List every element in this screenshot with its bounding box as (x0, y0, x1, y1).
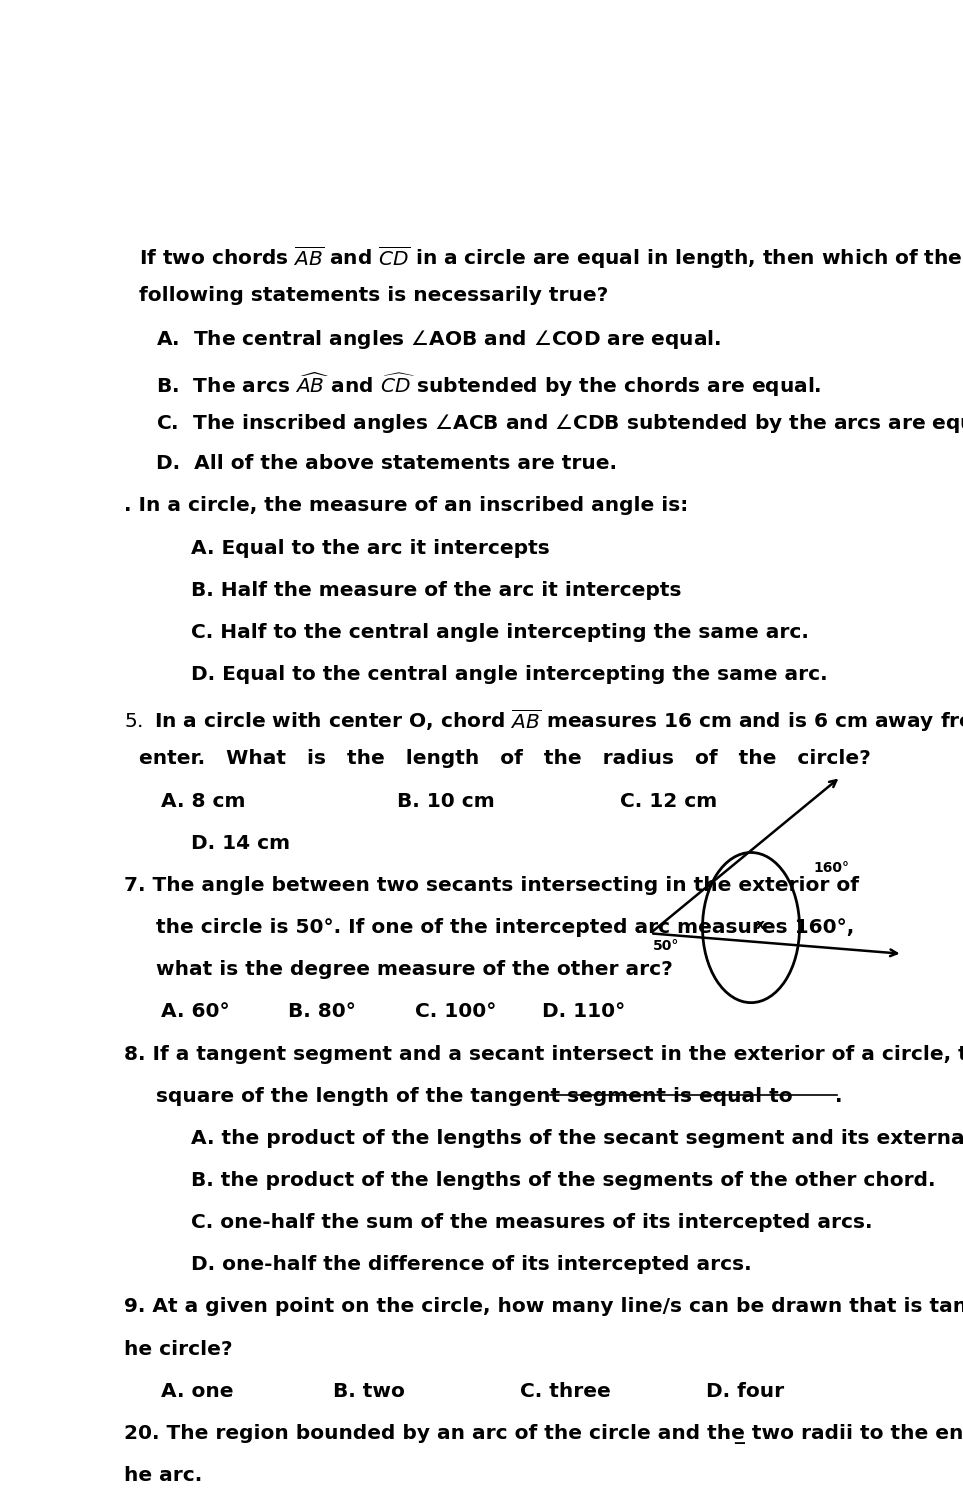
Text: the circle is 50°. If one of the intercepted arc measures 160°,: the circle is 50°. If one of the interce… (156, 918, 854, 938)
Text: 50°: 50° (653, 939, 679, 952)
Text: A. 60°: A. 60° (162, 1002, 230, 1022)
Text: 160°: 160° (813, 861, 849, 874)
Text: C. Half to the central angle intercepting the same arc.: C. Half to the central angle interceptin… (192, 622, 809, 642)
Text: 9. At a given point on the circle, how many line/s can be drawn that is tangent : 9. At a given point on the circle, how m… (124, 1298, 963, 1317)
Text: A. the product of the lengths of the secant segment and its external part.: A. the product of the lengths of the sec… (192, 1130, 963, 1148)
Text: 7. The angle between two secants intersecting in the exterior of: 7. The angle between two secants interse… (124, 876, 859, 896)
Text: If two chords $\overline{AB}$ and $\overline{CD}$ in a circle are equal in lengt: If two chords $\overline{AB}$ and $\over… (139, 243, 963, 270)
Text: D.  All of the above statements are true.: D. All of the above statements are true. (156, 454, 617, 474)
Text: $5.$ In a circle with center O, chord $\overline{AB}$ measures 16 cm and is 6 cm: $5.$ In a circle with center O, chord $\… (124, 708, 963, 734)
Text: D. 110°: D. 110° (542, 1002, 625, 1022)
Text: 8. If a tangent segment and a secant intersect in the exterior of a circle, then: 8. If a tangent segment and a secant int… (124, 1044, 963, 1064)
Text: B. the product of the lengths of the segments of the other chord.: B. the product of the lengths of the seg… (192, 1172, 936, 1190)
Text: B. 10 cm: B. 10 cm (397, 792, 494, 810)
Text: following statements is necessarily true?: following statements is necessarily true… (139, 285, 609, 304)
Text: C. one-half the sum of the measures of its intercepted arcs.: C. one-half the sum of the measures of i… (192, 1214, 872, 1231)
Text: C. three: C. three (520, 1382, 611, 1401)
Text: what is the degree measure of the other arc?: what is the degree measure of the other … (156, 960, 673, 980)
Text: C. 12 cm: C. 12 cm (620, 792, 717, 810)
Text: B.  The arcs $\widehat{AB}$ and $\widehat{CD}$ subtended by the chords are equal: B. The arcs $\widehat{AB}$ and $\widehat… (156, 370, 821, 399)
Text: 20. The region bounded by an arc of the circle and the̲ two radii to the endpoin: 20. The region bounded by an arc of the … (124, 1424, 963, 1444)
Text: A. 8 cm: A. 8 cm (162, 792, 246, 810)
Text: A. Equal to the arc it intercepts: A. Equal to the arc it intercepts (192, 538, 550, 558)
Text: B. two: B. two (333, 1382, 405, 1401)
Text: A.  The central angles $\angle$AOB and $\angle$COD are equal.: A. The central angles $\angle$AOB and $\… (156, 328, 721, 351)
Text: C. 100°: C. 100° (415, 1002, 497, 1022)
Text: D. one-half the difference of its intercepted arcs.: D. one-half the difference of its interc… (192, 1256, 752, 1275)
Text: . In a circle, the measure of an inscribed angle is:: . In a circle, the measure of an inscrib… (124, 496, 689, 516)
Text: C.  The inscribed angles $\angle$ACB and $\angle$CDB subtended by the arcs are e: C. The inscribed angles $\angle$ACB and … (156, 413, 963, 435)
Text: .: . (835, 1086, 843, 1106)
Text: A. one: A. one (162, 1382, 234, 1401)
Text: D. four: D. four (706, 1382, 785, 1401)
Text: D. Equal to the central angle intercepting the same arc.: D. Equal to the central angle intercepti… (192, 664, 828, 684)
Text: x: x (756, 918, 766, 933)
Text: enter.   What   is   the   length   of   the   radius   of   the   circle?: enter. What is the length of the radius … (139, 750, 871, 768)
Text: he arc.: he arc. (124, 1466, 202, 1485)
Text: B. 80°: B. 80° (288, 1002, 356, 1022)
Text: B. Half the measure of the arc it intercepts: B. Half the measure of the arc it interc… (192, 580, 682, 600)
Text: square of the length of the tangent segment is equal to: square of the length of the tangent segm… (156, 1086, 793, 1106)
Text: D. 14 cm: D. 14 cm (192, 834, 291, 852)
Text: he circle?: he circle? (124, 1340, 233, 1359)
